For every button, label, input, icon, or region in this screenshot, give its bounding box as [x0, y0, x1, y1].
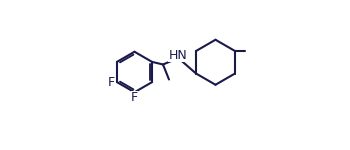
Text: F: F [108, 76, 115, 89]
Text: HN: HN [169, 49, 187, 62]
Text: F: F [131, 92, 138, 104]
